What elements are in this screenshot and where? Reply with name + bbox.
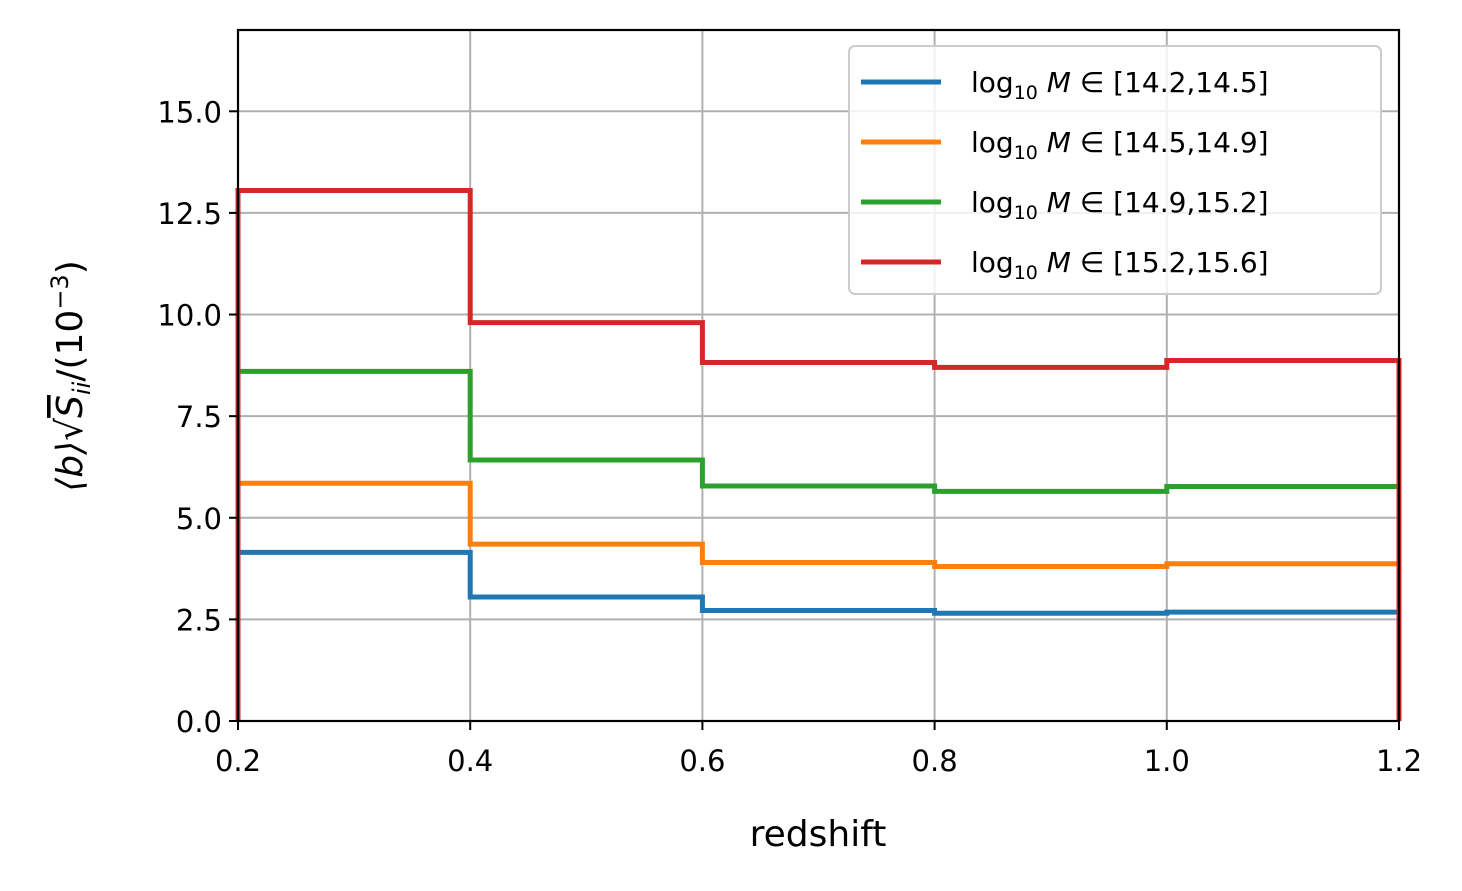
series-1-step-line	[235, 549, 1402, 721]
legend-box	[848, 45, 1382, 295]
y-tick-layer: 0.0 2.5 5.0 7.5 10.0 12.5 15.0	[157, 95, 238, 739]
y-tick-label: 12.5	[157, 197, 222, 231]
x-tick-label: 1.0	[1144, 744, 1190, 778]
y-tick-label: 2.5	[176, 603, 222, 637]
series-path	[235, 368, 1402, 721]
legend: log10 M ∈ [14.2,14.5] log10 M ∈ [14.5,14.…	[848, 45, 1382, 295]
x-tick-label: 0.6	[679, 744, 725, 778]
legend-item: log10 M ∈ [15.2,15.6]	[861, 246, 1269, 284]
plot-frame	[236, 28, 1401, 723]
x-axis-label: redshift	[750, 814, 887, 855]
legend-label: log10 M ∈ [14.5,14.9]	[971, 126, 1269, 164]
legend-item: log10 M ∈ [14.2,14.5]	[861, 66, 1269, 104]
legend-item: log10 M ∈ [14.9,15.2]	[861, 186, 1269, 224]
series-path	[235, 480, 1402, 721]
x-tick-label: 0.4	[447, 744, 493, 778]
y-tick-label: 15.0	[157, 95, 222, 129]
legend-label: log10 M ∈ [14.9,15.2]	[971, 186, 1269, 224]
series-2-step-line	[235, 480, 1402, 721]
series-3-step-line	[235, 368, 1402, 721]
legend-label: log10 M ∈ [14.2,14.5]	[971, 66, 1269, 104]
x-tick-label: 1.2	[1376, 744, 1422, 778]
y-axis-label: ⟨b⟩√Sii/(10−3)	[46, 260, 96, 492]
x-tick-label: 0.2	[215, 744, 261, 778]
series-layer	[235, 188, 1402, 721]
x-tick-label: 0.8	[912, 744, 958, 778]
series-4-step-line	[235, 188, 1402, 721]
series-path	[235, 188, 1402, 721]
legend-label: log10 M ∈ [15.2,15.6]	[971, 246, 1269, 284]
series-path	[235, 549, 1402, 721]
y-tick-label: 0.0	[176, 705, 222, 739]
x-tick-layer: 0.2 0.4 0.6 0.8 1.0 1.2	[215, 721, 1422, 778]
y-tick-label: 10.0	[157, 299, 222, 333]
y-tick-label: 5.0	[176, 502, 222, 536]
y-tick-label: 7.5	[176, 400, 222, 434]
legend-item: log10 M ∈ [14.5,14.9]	[861, 126, 1269, 164]
